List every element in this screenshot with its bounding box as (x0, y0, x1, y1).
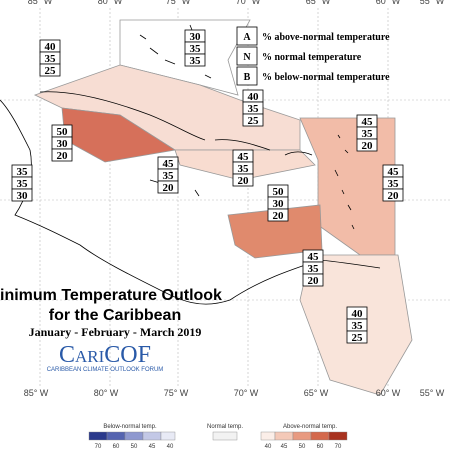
region-box (242, 113, 264, 127)
region-value: 35 (45, 53, 57, 65)
key-text: % above-normal temperature (262, 32, 390, 43)
region-value: 20 (238, 175, 250, 187)
colorbar-label: 50 (131, 444, 138, 450)
lon-label: 65° W (304, 388, 329, 398)
region-box (39, 63, 61, 77)
key-text: % below-normal temperature (262, 72, 390, 83)
regions (33, 19, 413, 396)
logo-name: CariCOF (59, 342, 151, 368)
colorbar-title: Above-normal temp. (283, 424, 337, 430)
region-value: 45 (362, 116, 374, 128)
colorbar-label: 40 (167, 444, 174, 450)
region-value: 20 (163, 182, 175, 194)
lon-label: 75° W (166, 0, 191, 6)
lon-label: 60° W (376, 0, 401, 6)
region-value: 35 (248, 103, 260, 115)
region-value: 40 (248, 91, 260, 103)
lon-label: 75° W (164, 388, 189, 398)
region-value: 35 (190, 55, 202, 67)
key-letter: N (243, 52, 251, 63)
colorbar (88, 431, 348, 441)
region-box (11, 188, 33, 202)
region-value: 30 (57, 138, 69, 150)
region-value: 35 (163, 170, 175, 182)
region-box (356, 138, 378, 152)
region-value: 25 (352, 332, 364, 344)
region-box (302, 273, 324, 287)
lon-label: 80° W (98, 0, 123, 6)
region-value: 35 (352, 320, 364, 332)
region-box (51, 148, 73, 162)
key-boxes (236, 26, 258, 86)
key-letter: A (243, 32, 251, 43)
region-value: 20 (308, 275, 320, 287)
region-value: 45 (308, 251, 320, 263)
region-box (267, 208, 289, 222)
region-box (184, 53, 206, 67)
region-value: 35 (308, 263, 320, 275)
colorbar-label: 40 (265, 444, 272, 450)
lon-label: 55° W (420, 388, 445, 398)
region-value: 35 (362, 128, 374, 140)
lon-label: 85° W (24, 388, 49, 398)
key-text: % normal temperature (262, 52, 362, 63)
region-value: 30 (273, 198, 285, 210)
region-value: 30 (17, 190, 29, 202)
lon-label: 80° W (94, 388, 119, 398)
region-value: 20 (362, 140, 374, 152)
lon-label: 55° W (420, 0, 445, 6)
colorbar-title: Below-normal temp. (103, 424, 157, 430)
lon-label: 70° W (236, 0, 261, 6)
region-value: 50 (57, 126, 69, 138)
colorbar-title: Normal temp. (207, 424, 243, 430)
region-value: 35 (190, 43, 202, 55)
region-box (382, 188, 404, 202)
region-value: 20 (388, 190, 400, 202)
lon-label: 85° W (28, 0, 53, 6)
subtitle: for the Caribbean (49, 307, 181, 324)
region-box (157, 180, 179, 194)
region-value: 30 (190, 31, 202, 43)
colorbar-label: 70 (335, 444, 342, 450)
region-value: 25 (248, 115, 260, 127)
region-value: 20 (57, 150, 69, 162)
colorbar-label: 60 (113, 444, 120, 450)
colorbar-label: 70 (95, 444, 102, 450)
lon-label: 60° W (376, 388, 401, 398)
region-value: 35 (238, 163, 250, 175)
region-box (346, 330, 368, 344)
region-value: 35 (17, 166, 29, 178)
region-value: 45 (238, 151, 250, 163)
region-value: 35 (388, 178, 400, 190)
period: January - February - March 2019 (29, 325, 202, 339)
key-letter: B (244, 72, 251, 83)
region-value: 50 (273, 186, 285, 198)
colorbar-label: 45 (149, 444, 156, 450)
region-value: 25 (45, 65, 57, 77)
colorbar-label: 50 (299, 444, 306, 450)
region-value: 45 (163, 158, 175, 170)
colorbar-label: 45 (281, 444, 288, 450)
region-value: 40 (45, 41, 57, 53)
lon-label: 70° W (234, 388, 259, 398)
colorbar-label: 60 (317, 444, 324, 450)
region-box (232, 173, 254, 187)
region-value: 45 (388, 166, 400, 178)
lon-label: 65° W (306, 0, 331, 6)
region-value: 40 (352, 308, 364, 320)
logo-tagline: CARIBBEAN CLIMATE OUTLOOK FORUM (47, 367, 164, 373)
region-value: 35 (17, 178, 29, 190)
title: inimum Temperature Outlook (0, 287, 222, 304)
region-value: 20 (273, 210, 285, 222)
